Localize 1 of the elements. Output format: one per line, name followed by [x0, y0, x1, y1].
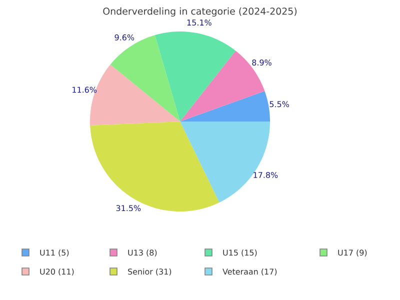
chart-title: Onderverdeling in categorie (2024-2025) — [103, 7, 297, 17]
